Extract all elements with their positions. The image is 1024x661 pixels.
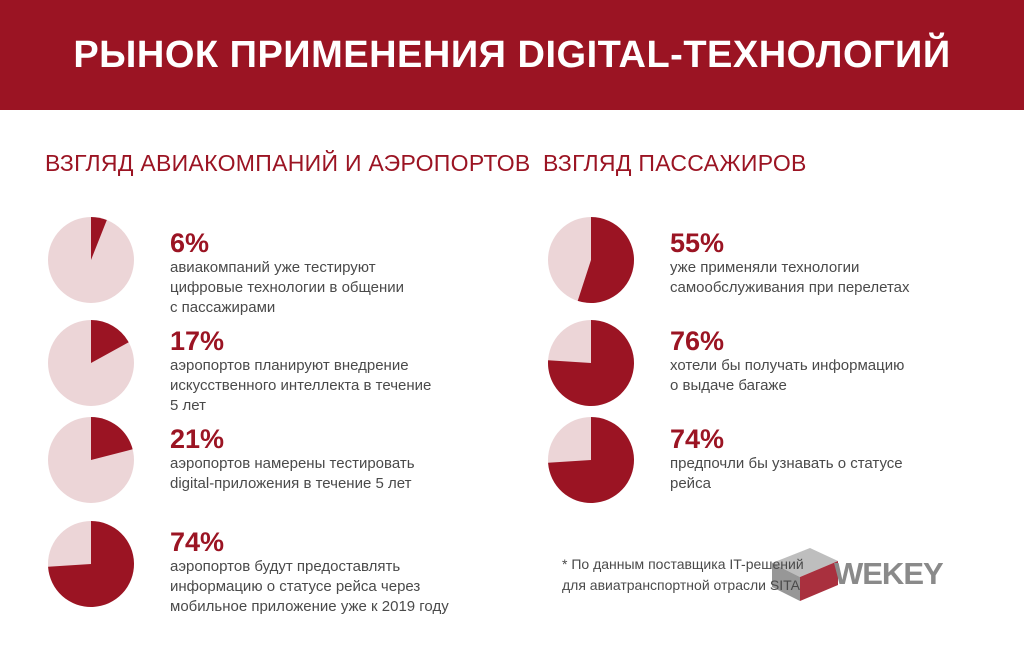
stat-block-airlines-6: 6% авиакомпаний уже тестируют цифровые т… — [170, 228, 404, 318]
stat-description: авиакомпаний уже тестируют цифровые техн… — [170, 259, 405, 316]
pie-slice-value — [548, 417, 634, 503]
stat-description: аэропортов будут предоставлять информаци… — [170, 558, 449, 615]
pie-chart-airports-17 — [47, 319, 135, 407]
stat-description: предпочли бы узнавать о статусе рейса — [670, 455, 903, 492]
stat-percent: 74% — [670, 424, 725, 454]
source-footnote: * По данным поставщика IT-решений для ав… — [562, 556, 804, 593]
pie-slice-value — [91, 217, 107, 260]
stat-description: уже применяли технологии самообслуживани… — [670, 259, 910, 296]
section-title-airlines: ВЗГЛЯД АВИАКОМПАНИЙ И АЭРОПОРТОВ — [45, 150, 531, 176]
stat-percent: 55% — [670, 228, 725, 258]
stat-percent: 17% — [170, 326, 225, 356]
header-banner: РЫНОК ПРИМЕНЕНИЯ DIGITAL-ТЕХНОЛОГИЙ — [0, 0, 1024, 110]
pie-slice-value — [48, 521, 134, 607]
stat-description: хотели бы получать информацию о выдаче б… — [670, 357, 905, 394]
stat-percent: 6% — [170, 228, 210, 258]
pie-slice-value — [548, 320, 634, 406]
pie-chart-airlines-6 — [47, 216, 135, 304]
pie-chart-passengers-74 — [547, 416, 635, 504]
section-title-passengers: ВЗГЛЯД ПАССАЖИРОВ — [543, 150, 807, 176]
stat-percent: 76% — [670, 326, 725, 356]
stat-block-passengers-74: 74% предпочли бы узнавать о статусе рейс… — [670, 424, 903, 494]
stat-description: аэропортов планируют внедрение искусстве… — [170, 357, 432, 414]
stat-description: аэропортов намерены тестировать digital-… — [170, 455, 415, 492]
stat-block-passengers-76: 76% хотели бы получать информацию о выда… — [670, 326, 904, 396]
stat-block-airports-74: 74% аэропортов будут предоставлять инфор… — [170, 527, 449, 617]
stat-percent: 21% — [170, 424, 225, 454]
pie-slice-value — [577, 217, 634, 303]
pie-chart-airports-74 — [47, 520, 135, 608]
pie-chart-passengers-55 — [547, 216, 635, 304]
stat-block-airports-21: 21% аэропортов намерены тестировать digi… — [170, 424, 415, 494]
wekey-logo-icon — [772, 548, 838, 601]
pie-chart-passengers-76 — [547, 319, 635, 407]
wekey-logo-text: WEKEY — [834, 556, 944, 591]
stat-block-passengers-55: 55% уже применяли технологии самообслужи… — [670, 228, 910, 298]
pie-slice-value — [91, 417, 133, 460]
stat-percent: 74% — [170, 527, 225, 557]
pie-chart-airports-21 — [47, 416, 135, 504]
page-title: РЫНОК ПРИМЕНЕНИЯ DIGITAL-ТЕХНОЛОГИЙ — [73, 33, 951, 76]
stat-block-airports-17: 17% аэропортов планируют внедрение искус… — [170, 326, 431, 416]
pie-slice-value — [91, 320, 129, 363]
